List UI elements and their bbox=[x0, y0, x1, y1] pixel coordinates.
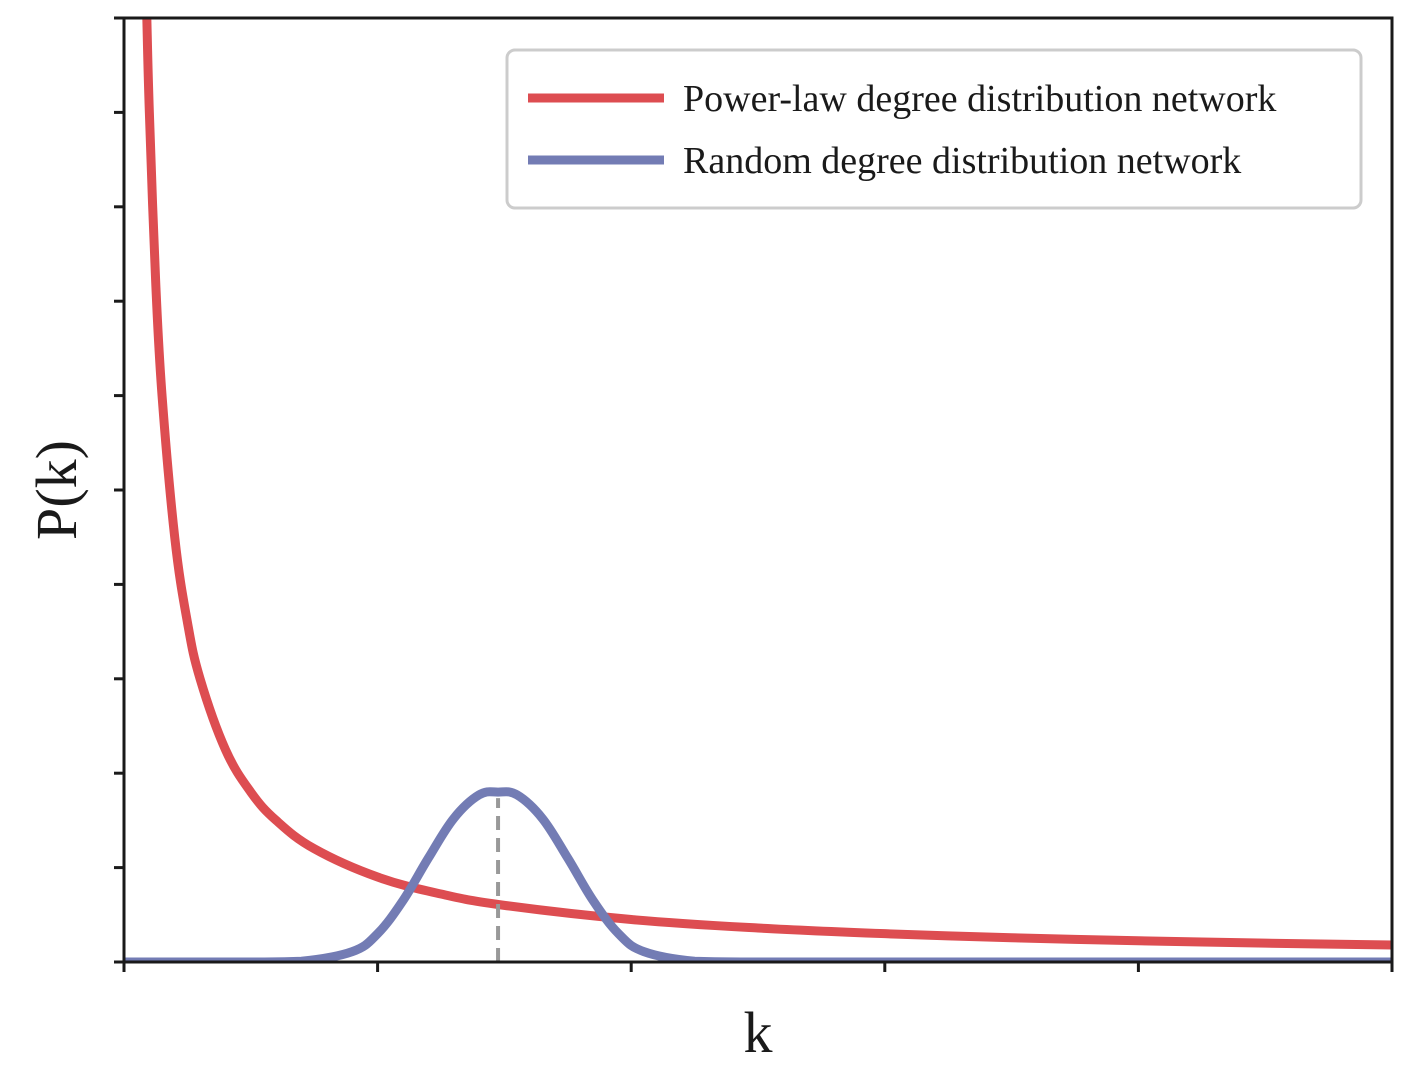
x-axis-label: k bbox=[744, 1000, 773, 1065]
series-line-random bbox=[124, 787, 1392, 962]
legend-box bbox=[505, 48, 1363, 210]
y-axis-label: P(k) bbox=[24, 440, 89, 540]
axes-layer bbox=[114, 16, 1394, 972]
series-line-power-law bbox=[142, 18, 1392, 950]
legend-entry-power-law: Power-law degree distribution network bbox=[683, 78, 1276, 120]
legend: Power-law degree distribution network Ran… bbox=[505, 48, 1363, 210]
legend-entry-random: Random degree distribution network bbox=[683, 140, 1241, 182]
series-layer bbox=[124, 18, 1392, 962]
